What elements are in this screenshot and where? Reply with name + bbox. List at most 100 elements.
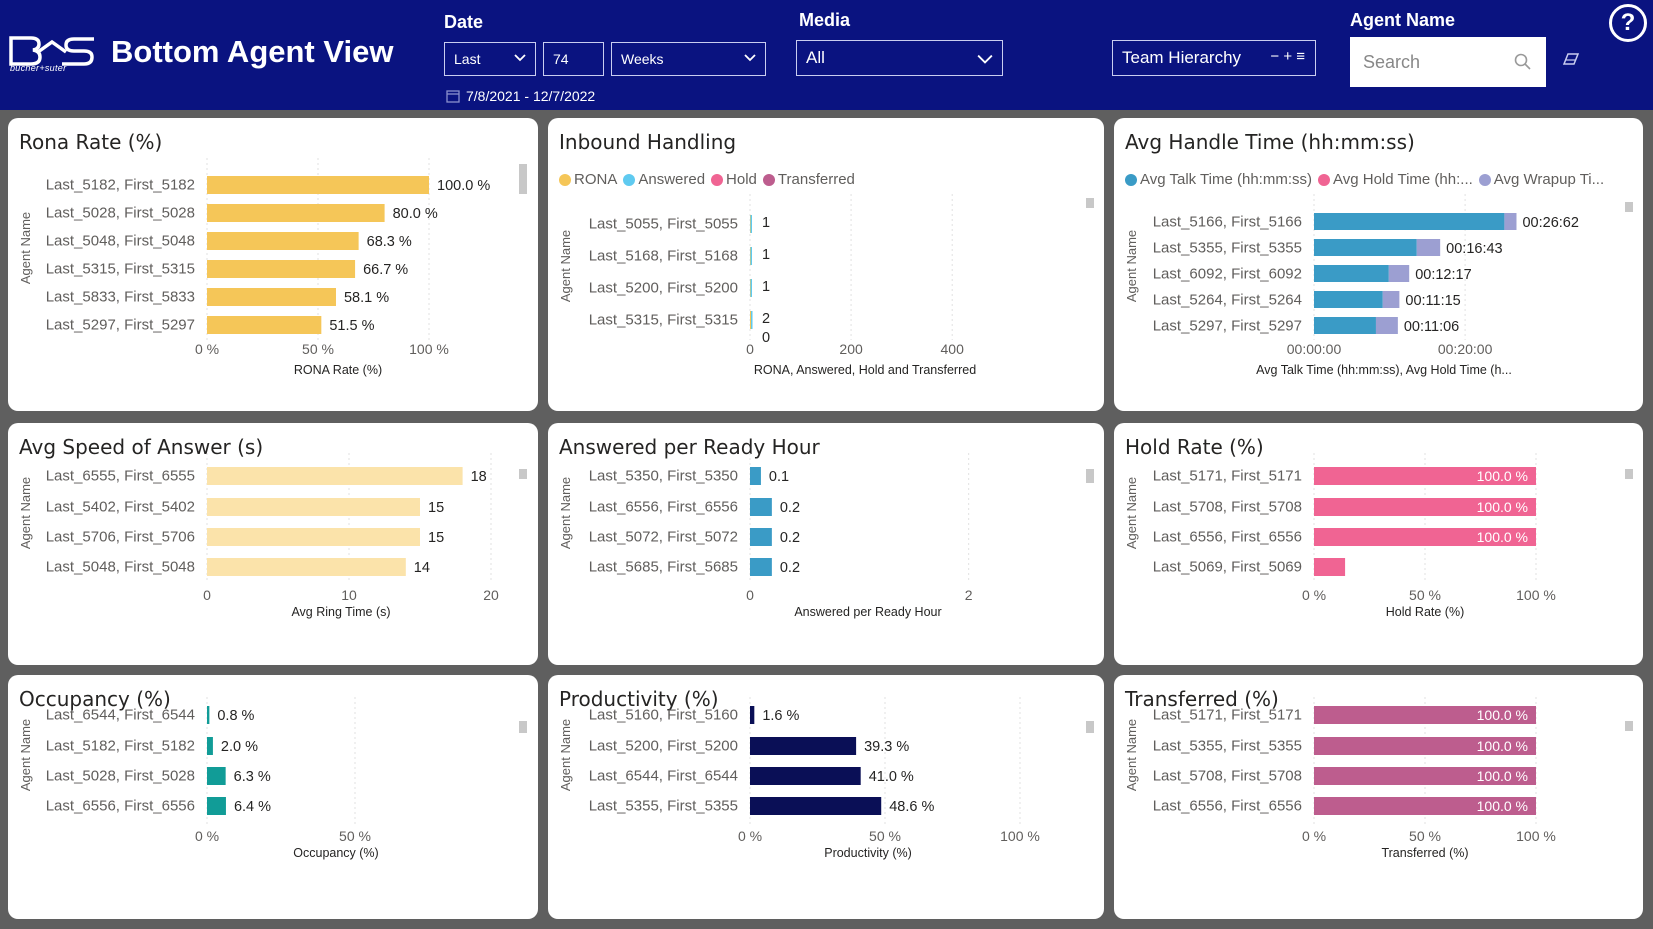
scrollbar[interactable] (1086, 469, 1094, 483)
bar (1314, 767, 1536, 785)
card-avg-handle-time: Avg Handle Time (hh:mm:ss) Avg Talk Time… (1114, 118, 1643, 411)
x-axis-label: Answered per Ready Hour (794, 605, 941, 619)
scrollbar[interactable] (1625, 721, 1633, 731)
legend-item[interactable]: Transferred (762, 171, 855, 188)
data-label: 39.3 % (864, 739, 909, 755)
hold-rate-chart: Agent Name Hold Rate (%) 0 % 50 % 100 % Last_… (1124, 453, 1556, 619)
scrollbar[interactable] (1086, 198, 1094, 208)
card-inbound-handling: Inbound Handling RONA Answered Hold Transfe… (548, 118, 1104, 411)
x-tick-label: 200 (839, 341, 863, 357)
x-tick-label: 20 (483, 587, 499, 603)
legend-dot-icon (711, 173, 724, 186)
data-label: 1 (762, 279, 770, 295)
y-axis-label: Agent Name (558, 230, 573, 302)
scrollbar[interactable] (1625, 202, 1633, 212)
scrollbar[interactable] (519, 164, 527, 194)
x-tick-label: 00:20:00 (1438, 341, 1493, 357)
date-count-input[interactable]: 74 (543, 42, 604, 76)
category-label: Last_5355, First_5355 (1153, 240, 1302, 257)
search-placeholder: Search (1363, 51, 1421, 72)
bar (207, 176, 429, 194)
bar (750, 467, 761, 485)
search-icon (1514, 53, 1531, 70)
legend-item[interactable]: Hold (711, 171, 757, 188)
card-answered-per-ready-hour: Answered per Ready Hour Agent Name Answer… (548, 423, 1104, 665)
bar (207, 204, 385, 222)
bar-avg-wrapup-time (1382, 291, 1400, 308)
x-tick-label: 100 % (1516, 587, 1556, 603)
scrollbar[interactable] (519, 469, 527, 479)
category-label: Last_5402, First_5402 (46, 499, 195, 516)
bar (207, 260, 356, 278)
card-title: Inbound Handling (559, 130, 737, 154)
data-label: 100.0 % (1477, 468, 1528, 484)
bar (1314, 498, 1536, 516)
legend-label: Avg Wrapup Ti... (1493, 171, 1605, 188)
x-axis-label: RONA Rate (%) (294, 363, 382, 377)
category-label: Last_6555, First_6555 (46, 468, 195, 485)
data-label: 0.2 (780, 500, 800, 516)
scrollbar[interactable] (1625, 469, 1633, 479)
data-label: 15 (428, 530, 444, 546)
data-label: 58.1 % (344, 290, 389, 306)
card-productivity: Productivity (%) Agent Name Productivity … (548, 675, 1104, 919)
data-label: 100.0 % (1477, 768, 1528, 784)
bar (1314, 797, 1536, 815)
bar (207, 737, 213, 755)
category-label: Last_5708, First_5708 (1153, 499, 1302, 516)
legend-item[interactable]: Avg Hold Time (hh:... (1318, 171, 1473, 188)
page-title: Bottom Agent View (111, 34, 394, 69)
scrollbar[interactable] (1086, 721, 1094, 733)
data-label: 0 (762, 330, 770, 346)
date-range-text: 7/8/2021 - 12/7/2022 (466, 88, 596, 104)
help-icon[interactable]: ? (1609, 4, 1647, 42)
date-mode-select[interactable]: Last (444, 42, 536, 76)
legend-dot-icon (1125, 173, 1137, 186)
eraser-icon[interactable] (1562, 52, 1580, 66)
team-hierarchy-slicer[interactable]: Team Hierarchy − + ≡ (1112, 40, 1316, 76)
x-tick-label: 0 % (1302, 828, 1326, 844)
bar (750, 797, 882, 815)
chart-legend: RONA Answered Hold Transferred (559, 171, 855, 188)
scrollbar[interactable] (519, 721, 527, 733)
category-label: Last_5315, First_5315 (589, 312, 738, 329)
data-label: 100.0 % (1477, 798, 1528, 814)
data-label: 100.0 % (1477, 499, 1528, 515)
legend-label: Hold (726, 171, 757, 188)
y-axis-label: Agent Name (1124, 230, 1139, 302)
header-bar: bucher+suter Bottom Agent View Date Last… (0, 0, 1653, 110)
card-transferred: Transferred (%) Agent Name Transferred (%… (1114, 675, 1643, 919)
category-label: Last_6556, First_6556 (589, 499, 738, 516)
hierarchy-expand-collapse-icon[interactable]: − + ≡ (1270, 48, 1305, 65)
x-tick-label: 0 (746, 587, 754, 603)
data-label: 00:11:15 (1405, 293, 1460, 309)
legend-item[interactable]: Avg Talk Time (hh:mm:ss) (1125, 171, 1312, 188)
bar (207, 288, 336, 306)
bar (207, 467, 463, 485)
legend-label: Avg Talk Time (hh:mm:ss) (1140, 171, 1312, 188)
legend-item[interactable]: Avg Wrapup Ti... (1478, 171, 1605, 188)
agent-search-input[interactable]: Search (1350, 37, 1546, 87)
category-label: Last_5171, First_5171 (1153, 468, 1302, 485)
data-label: 0.2 (780, 560, 800, 576)
bar (207, 528, 420, 546)
x-axis-label: Avg Talk Time (hh:mm:ss), Avg Hold Time … (1256, 363, 1512, 377)
x-tick-label: 0 (203, 587, 211, 603)
legend-dot-icon (623, 173, 636, 186)
card-title: Rona Rate (%) (19, 130, 163, 154)
legend-item[interactable]: Answered (623, 171, 705, 188)
logo-text: bucher+suter (10, 63, 67, 73)
legend-dot-icon (1318, 173, 1330, 186)
x-tick-label: 00:00:00 (1287, 341, 1342, 357)
category-label: Last_6544, First_6544 (46, 707, 195, 724)
bar-answered (750, 247, 753, 265)
legend-label: Answered (638, 171, 706, 188)
date-unit-select[interactable]: Weeks (611, 42, 766, 76)
legend-item[interactable]: RONA (559, 171, 617, 188)
media-select[interactable]: All (796, 40, 1003, 76)
legend-dot-icon (559, 173, 571, 186)
bar-answered (751, 311, 753, 329)
category-label: Last_6556, First_6556 (46, 798, 195, 815)
data-label: 100.0 % (1477, 529, 1528, 545)
bar (207, 316, 322, 334)
